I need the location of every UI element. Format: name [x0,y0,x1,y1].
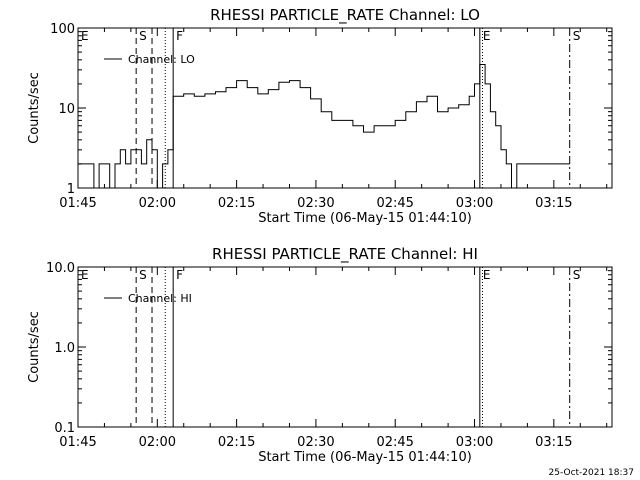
panel-1-y-axis-label: Counts/sec [27,72,42,144]
panel-2-event-marker-label: F [176,268,183,282]
panel-1-x-tick-label: 02:30 [297,196,334,211]
panel-1-event-marker-label: S [139,29,147,43]
panel-1-legend-label: Channel: LO [128,53,195,66]
panel-2-event-marker-label: S [573,268,581,282]
panel-1-x-tick-label: 02:15 [218,196,255,211]
generation-date-label: 25-Oct-2021 18:37 [548,468,634,478]
panel-2-x-tick-label: 03:00 [456,435,493,450]
panel-2-x-tick-label: 02:15 [218,435,255,450]
panel-1-event-marker-label: F [176,29,183,43]
panel-2-y-tick-label: 0.1 [54,421,75,436]
panel-2-x-axis-label: Start Time (06-May-15 01:44:10) [258,450,472,465]
panel-2-y-tick-label: 10.0 [46,261,75,276]
panel-1-series-line-1 [78,64,570,189]
panel-2-x-tick-label: 03:15 [535,435,572,450]
panel-2-x-tick-label: 02:00 [139,435,176,450]
panel-1-y-tick-label: 100 [50,22,75,37]
panel-1-event-marker-label: E [483,29,491,43]
panel-1-x-tick-label: 01:45 [59,196,96,211]
panel-2-x-tick-label: 02:30 [297,435,334,450]
panel-2-x-tick-label: 02:45 [376,435,413,450]
panel-1-x-tick-label: 03:15 [535,196,572,211]
panel-1-event-marker-label: E [81,29,89,43]
panel-1-title: RHESSI PARTICLE_RATE Channel: LO [210,6,480,25]
panel-2-legend-label: Channel: HI [128,292,192,305]
panel-1-y-tick-label: 1 [67,182,75,197]
panel-1-x-tick-label: 03:00 [456,196,493,211]
panel-1-x-tick-label: 02:45 [376,196,413,211]
panel-1-y-tick-label: 10 [58,102,75,117]
panel-2-title: RHESSI PARTICLE_RATE Channel: HI [212,245,478,264]
panel-1-x-axis-label: Start Time (06-May-15 01:44:10) [258,211,472,226]
panel-2-x-tick-label: 01:45 [59,435,96,450]
panel-2-y-tick-label: 1.0 [54,341,75,356]
panel-2-event-marker-label: E [81,268,89,282]
panel-2-event-marker-label: E [483,268,491,282]
panel-2-frame [77,266,613,428]
panel-1-x-tick-label: 02:00 [139,196,176,211]
panel-2-y-axis-label: Counts/sec [27,311,42,383]
panel-2-event-marker-label: S [139,268,147,282]
panel-1-event-marker-label: S [573,29,581,43]
